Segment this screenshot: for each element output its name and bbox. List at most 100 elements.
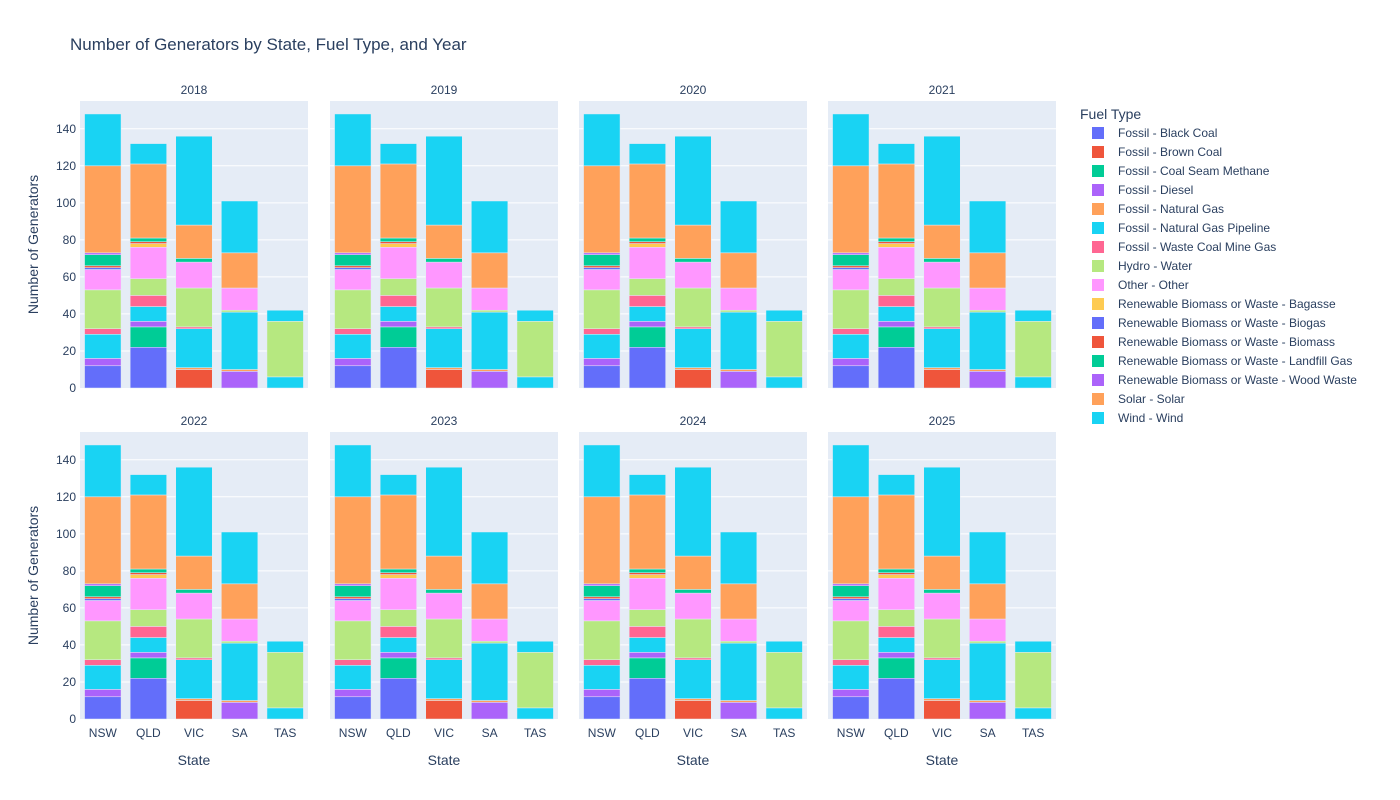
bar-segment xyxy=(334,583,372,586)
bar-segment xyxy=(583,583,621,586)
y-tick-label: 100 xyxy=(56,196,76,210)
legend-item[interactable]: Renewable Biomass or Waste - Biomass xyxy=(1092,335,1335,349)
bar-segment xyxy=(877,657,915,679)
bar-segment xyxy=(969,618,1007,642)
bar-segment xyxy=(84,620,122,660)
legend-item[interactable]: Renewable Biomass or Waste - Bagasse xyxy=(1092,297,1336,311)
bar-segment xyxy=(379,474,417,496)
bar-segment xyxy=(583,620,621,660)
y-axis-label-bottom: Number of Generators xyxy=(25,506,41,645)
legend-item[interactable]: Renewable Biomass or Waste - Landfill Ga… xyxy=(1092,354,1352,368)
bar-segment xyxy=(674,261,712,289)
bar-segment xyxy=(628,474,666,496)
bar-segment xyxy=(628,494,666,570)
panel-label: 2021 xyxy=(929,83,956,97)
y-tick-label: 60 xyxy=(63,270,77,284)
bar-segment xyxy=(832,365,870,389)
bar-segment xyxy=(720,583,758,620)
bar-segment xyxy=(583,113,621,167)
legend-swatch xyxy=(1092,241,1104,253)
bar-segment xyxy=(628,241,666,244)
x-tick-label: QLD xyxy=(884,726,909,740)
bar-segment xyxy=(129,578,167,611)
legend-item[interactable]: Fossil - Coal Seam Methane xyxy=(1092,164,1270,178)
bar-segment xyxy=(832,113,870,167)
legend-item[interactable]: Solar - Solar xyxy=(1092,392,1185,406)
bar-segment xyxy=(221,618,259,642)
bar-segment xyxy=(84,267,122,270)
bar-segment xyxy=(379,326,417,348)
bar-segment xyxy=(832,334,870,359)
bar-segment xyxy=(923,659,961,699)
bar-segment xyxy=(877,474,915,496)
legend-swatch xyxy=(1092,374,1104,386)
bar-segment xyxy=(832,496,870,585)
bar-segment xyxy=(425,698,463,701)
bar-segment xyxy=(877,626,915,638)
bar-segment xyxy=(969,200,1007,254)
bar-segment xyxy=(674,657,712,661)
bar-segment xyxy=(832,689,870,698)
legend-label: Fossil - Brown Coal xyxy=(1118,145,1222,159)
bar-segment xyxy=(84,252,122,255)
legend-item[interactable]: Wind - Wind xyxy=(1092,411,1183,425)
bar-segment xyxy=(628,578,666,611)
x-tick-label: TAS xyxy=(274,726,296,740)
bar-segment xyxy=(583,596,621,599)
bar-segment xyxy=(969,583,1007,620)
bar-segment xyxy=(516,321,554,378)
bar-segment xyxy=(628,306,666,322)
bar-segment xyxy=(832,358,870,367)
bar-segment xyxy=(674,698,712,701)
bar-segment xyxy=(1014,640,1052,653)
bar-segment xyxy=(628,626,666,638)
bar-segment xyxy=(923,328,961,368)
bar-segment xyxy=(583,358,621,367)
bar-segment xyxy=(923,700,961,720)
legend-swatch xyxy=(1092,279,1104,291)
bar-segment xyxy=(923,367,961,370)
bar-segment xyxy=(628,321,666,328)
bar-segment xyxy=(334,328,372,335)
bar-segment xyxy=(379,494,417,570)
bar-segment xyxy=(877,321,915,328)
legend-item[interactable]: Fossil - Black Coal xyxy=(1092,126,1217,140)
bar-segment xyxy=(516,376,554,389)
x-axis-label: State xyxy=(428,752,461,768)
bar-segment xyxy=(221,583,259,620)
bar-segment xyxy=(425,592,463,620)
bar-segment xyxy=(516,309,554,322)
bar-segment xyxy=(583,328,621,335)
bar-segment xyxy=(129,609,167,627)
bar-segment xyxy=(674,369,712,389)
legend-item[interactable]: Fossil - Waste Coal Mine Gas xyxy=(1092,240,1276,254)
bar-segment xyxy=(379,143,417,165)
bar-segment xyxy=(334,269,372,291)
legend-item[interactable]: Fossil - Natural Gas xyxy=(1092,202,1224,216)
bar-segment xyxy=(175,618,213,659)
x-tick-label: QLD xyxy=(635,726,660,740)
legend-item[interactable]: Renewable Biomass or Waste - Wood Waste xyxy=(1092,373,1357,387)
bar-segment xyxy=(471,369,509,372)
bar-segment xyxy=(175,369,213,389)
bar-segment xyxy=(674,258,712,263)
bar-segment xyxy=(877,247,915,280)
bar-segment xyxy=(175,698,213,701)
bar-segment xyxy=(221,640,259,644)
bar-segment xyxy=(334,334,372,359)
legend-item[interactable]: Hydro - Water xyxy=(1092,259,1192,273)
legend-item[interactable]: Other - Other xyxy=(1092,278,1189,292)
chart-title: Number of Generators by State, Fuel Type… xyxy=(70,35,467,54)
legend-item[interactable]: Fossil - Diesel xyxy=(1092,183,1193,197)
bar-segment xyxy=(832,659,870,666)
bar-segment xyxy=(832,444,870,498)
bar-segment xyxy=(969,371,1007,389)
legend-item[interactable]: Fossil - Brown Coal xyxy=(1092,145,1222,159)
y-tick-label: 40 xyxy=(63,638,77,652)
bar-segment xyxy=(471,531,509,585)
bar-segment xyxy=(471,642,509,701)
bar-segment xyxy=(175,224,213,259)
legend-item[interactable]: Renewable Biomass or Waste - Biogas xyxy=(1092,316,1326,330)
bar-segment xyxy=(266,640,304,653)
legend-item[interactable]: Fossil - Natural Gas Pipeline xyxy=(1092,221,1270,235)
